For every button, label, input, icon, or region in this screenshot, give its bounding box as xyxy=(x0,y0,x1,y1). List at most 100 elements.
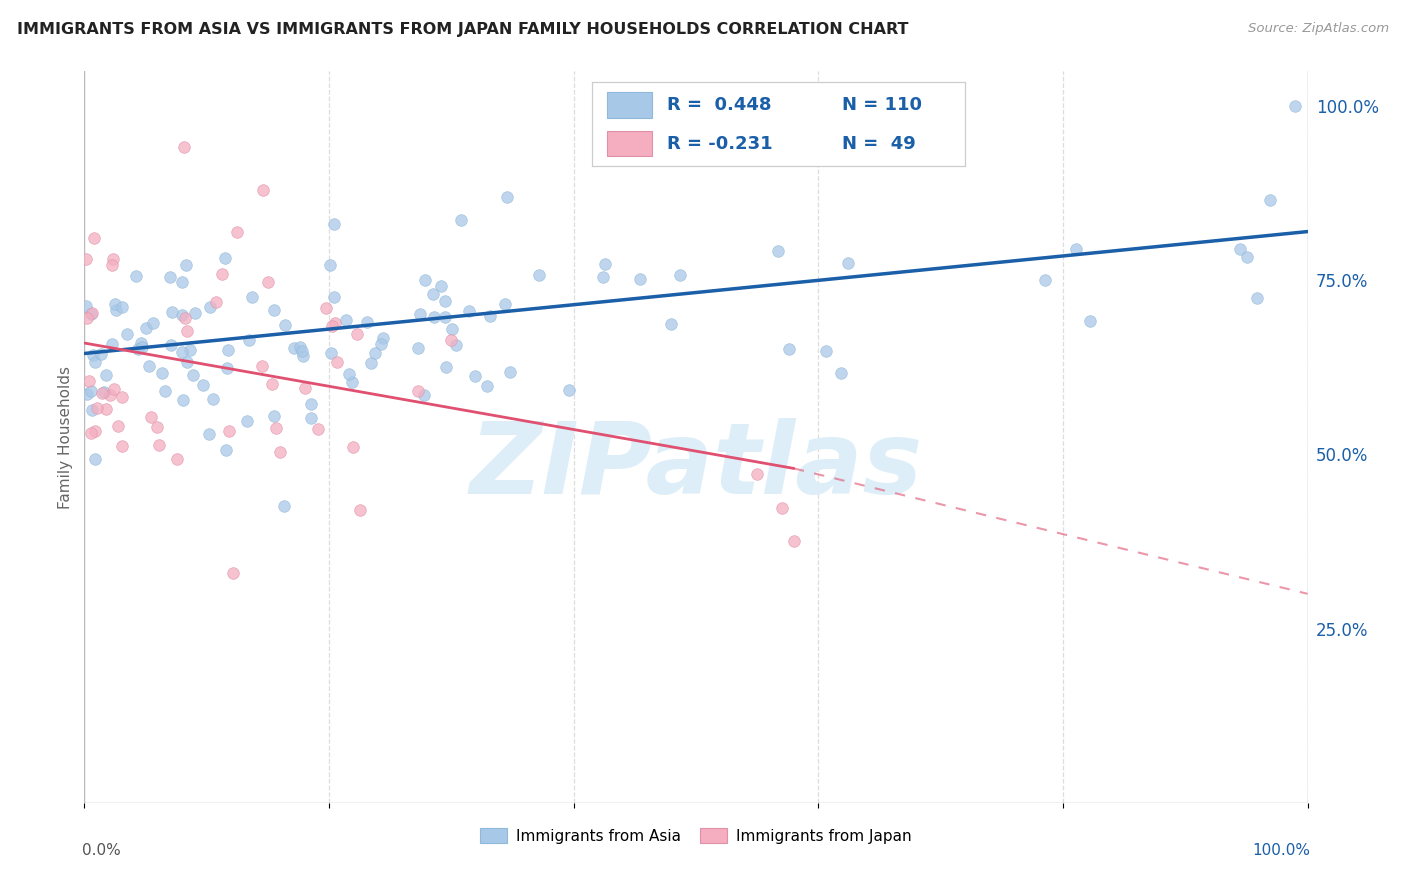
Point xyxy=(76,387,98,401)
Point xyxy=(159,338,181,352)
Point xyxy=(322,218,344,232)
Point xyxy=(266,420,288,434)
Point xyxy=(252,183,274,197)
Point xyxy=(440,321,463,335)
Point xyxy=(257,275,280,289)
Point xyxy=(342,440,364,454)
Point xyxy=(176,324,198,338)
Point xyxy=(1284,99,1306,113)
Point xyxy=(160,305,183,319)
Point xyxy=(406,384,429,398)
Point xyxy=(76,311,98,326)
Point xyxy=(321,319,343,334)
Point xyxy=(141,316,163,330)
Point xyxy=(173,311,195,326)
Point xyxy=(80,425,103,440)
Point xyxy=(127,342,149,356)
Point xyxy=(80,307,103,321)
Point xyxy=(159,270,181,285)
Point xyxy=(202,392,225,406)
Point xyxy=(837,256,859,270)
Point xyxy=(103,382,125,396)
Point xyxy=(124,268,146,283)
Point xyxy=(107,419,129,434)
Point xyxy=(174,258,197,272)
Text: 0.0%: 0.0% xyxy=(82,843,121,858)
Point xyxy=(173,140,195,154)
Point xyxy=(412,388,434,402)
Point xyxy=(318,258,340,272)
Point xyxy=(101,252,124,266)
Point xyxy=(138,359,160,373)
Point xyxy=(90,347,112,361)
Point xyxy=(200,300,222,314)
Point xyxy=(218,424,240,438)
Point xyxy=(1246,291,1268,305)
Point xyxy=(475,378,498,392)
Point xyxy=(628,272,651,286)
Point xyxy=(238,333,260,347)
Point xyxy=(291,343,314,358)
Point xyxy=(252,359,274,373)
Point xyxy=(464,369,486,384)
Point xyxy=(240,290,263,304)
Point xyxy=(111,300,134,314)
Point xyxy=(170,275,193,289)
Point xyxy=(111,390,134,404)
Point xyxy=(170,308,193,322)
Point xyxy=(429,278,451,293)
Point xyxy=(283,341,305,355)
Text: IMMIGRANTS FROM ASIA VS IMMIGRANTS FROM JAPAN FAMILY HOUSEHOLDS CORRELATION CHAR: IMMIGRANTS FROM ASIA VS IMMIGRANTS FROM … xyxy=(17,22,908,37)
Point xyxy=(90,385,112,400)
Point xyxy=(778,342,800,356)
Point xyxy=(75,252,97,267)
Point xyxy=(205,294,228,309)
Point xyxy=(111,439,134,453)
Point xyxy=(495,190,517,204)
Point xyxy=(198,427,221,442)
Point xyxy=(172,344,194,359)
Point xyxy=(150,366,173,380)
Point xyxy=(450,213,472,227)
Point xyxy=(131,336,153,351)
Point xyxy=(558,383,581,397)
Point xyxy=(337,367,360,381)
Point xyxy=(340,376,363,390)
Point xyxy=(98,388,121,402)
Point xyxy=(346,327,368,342)
Point xyxy=(422,287,444,301)
Point xyxy=(83,231,105,245)
Text: Source: ZipAtlas.com: Source: ZipAtlas.com xyxy=(1249,22,1389,36)
Point xyxy=(77,374,100,388)
Point xyxy=(176,354,198,368)
Text: ZIPatlas: ZIPatlas xyxy=(470,417,922,515)
Point xyxy=(659,317,682,331)
Point xyxy=(139,409,162,424)
Point xyxy=(273,499,295,513)
Point xyxy=(527,268,550,282)
Point xyxy=(408,307,430,321)
Point xyxy=(440,333,463,347)
Point xyxy=(413,273,436,287)
Point xyxy=(364,346,387,360)
Point xyxy=(434,294,457,309)
Point xyxy=(263,303,285,318)
Point xyxy=(217,343,239,358)
Point xyxy=(263,409,285,424)
Point xyxy=(83,354,105,368)
Point xyxy=(1078,314,1101,328)
Point xyxy=(831,366,853,380)
Point xyxy=(315,301,337,315)
Point xyxy=(434,359,457,374)
Point xyxy=(94,401,117,416)
Point xyxy=(101,337,124,351)
Point xyxy=(1064,242,1087,256)
Point xyxy=(479,309,502,323)
Point xyxy=(115,327,138,342)
Point xyxy=(93,385,115,400)
Point xyxy=(235,414,257,428)
Point xyxy=(373,331,395,345)
Point xyxy=(217,360,239,375)
Point xyxy=(105,302,128,317)
Point xyxy=(260,376,283,391)
